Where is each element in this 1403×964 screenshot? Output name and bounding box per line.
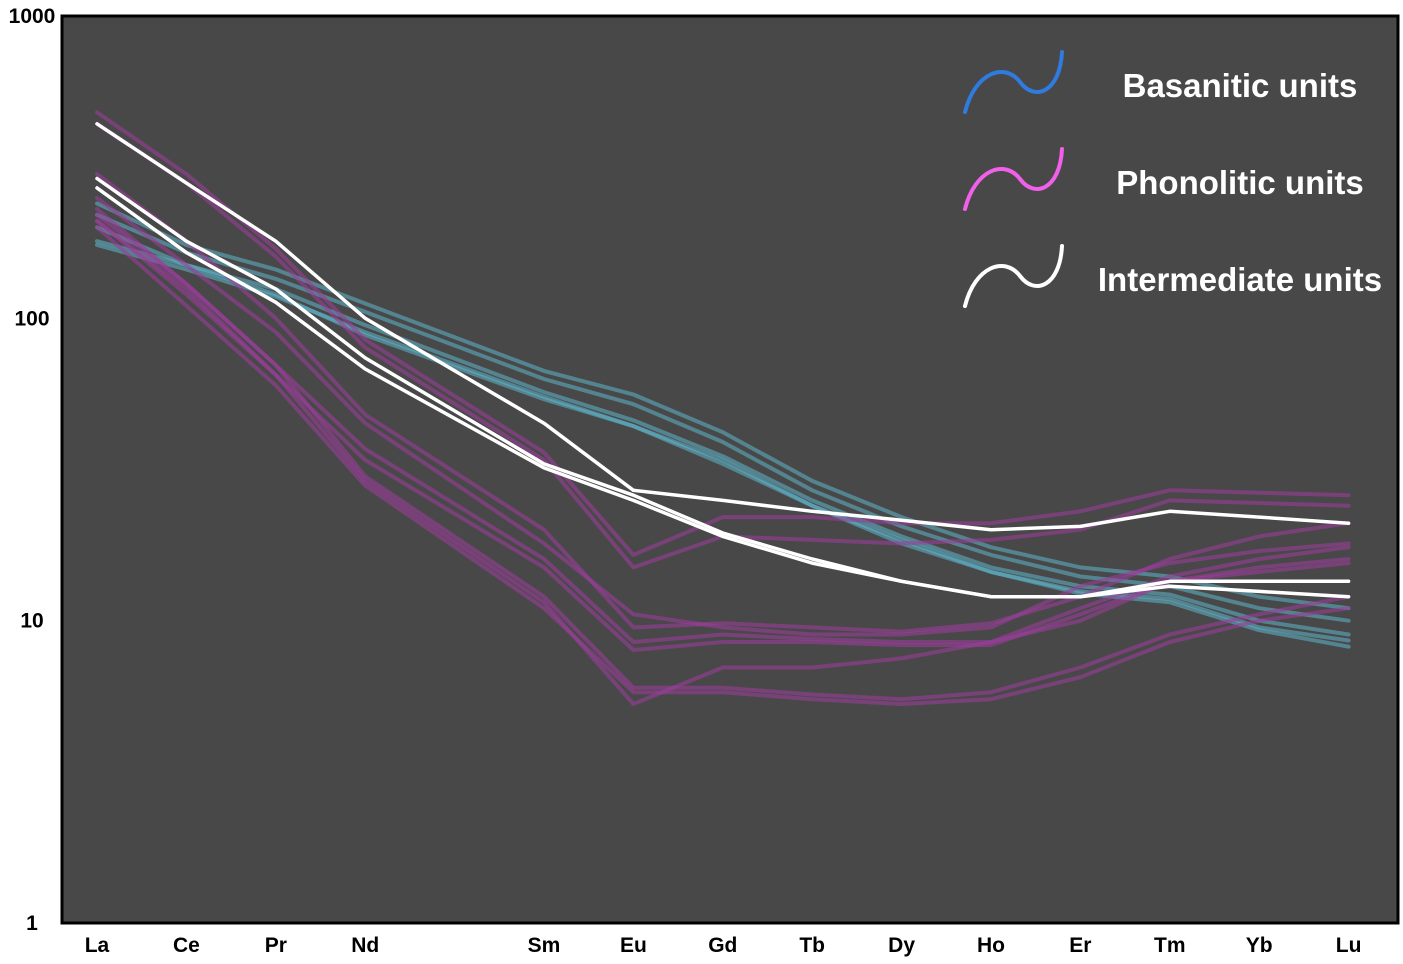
basanitic-legend-label: Basanitic units [1123,67,1358,104]
phonolitic-legend-label: Phonolitic units [1116,164,1363,201]
x-tick-label: Tb [799,934,825,957]
x-tick-label: Lu [1336,934,1362,957]
x-tick-label: Ho [977,934,1005,957]
x-tick-label: Nd [351,934,379,957]
phonolitic-series-line-8 [95,172,1351,634]
x-tick-label: La [85,934,110,957]
intermediate-legend-swatch [963,244,1064,308]
x-tick-label: Eu [620,934,647,957]
x-tick-label: Pr [265,934,287,957]
phonolitic-series-line-5 [95,110,1351,557]
legend: Basanitic units Phonolitic units Intermedi… [963,50,1382,308]
x-tick-label: Tm [1154,934,1186,957]
intermediate-series-line-14 [95,122,1351,532]
x-tick-label: Dy [888,934,915,957]
intermediate-series-line-15 [95,176,1351,599]
phonolitic-series-line-11 [95,225,1351,706]
plot-area [60,14,1400,925]
series-layer [95,110,1351,706]
phonolitic-series-line-12 [95,207,1351,702]
basanitic-series-line-3 [95,201,1351,611]
x-axis-ticks: La Ce Pr Nd Sm Eu Gd Tb Dy Ho Er Tm Yb Lu [85,934,1362,957]
y-tick-label: 1000 [9,5,56,28]
y-axis-ticks: 1 10 100 1000 [9,5,56,935]
x-tick-label: Sm [528,934,561,957]
phonolitic-series-line-9 [95,212,1351,644]
basanitic-series-line-1 [95,239,1351,637]
basanitic-legend-swatch [963,50,1064,114]
x-tick-label: Ce [173,934,200,957]
intermediate-legend-label: Intermediate units [1098,261,1382,298]
y-tick-label: 10 [20,610,43,633]
y-tick-label: 1 [26,912,38,935]
y-tick-label: 100 [14,307,49,330]
x-tick-label: Gd [708,934,737,957]
x-tick-label: Er [1069,934,1091,957]
phonolitic-legend-swatch [963,147,1064,211]
x-tick-label: Yb [1246,934,1273,957]
intermediate-series-line-16 [95,186,1351,599]
phonolitic-series-line-6 [95,121,1351,570]
